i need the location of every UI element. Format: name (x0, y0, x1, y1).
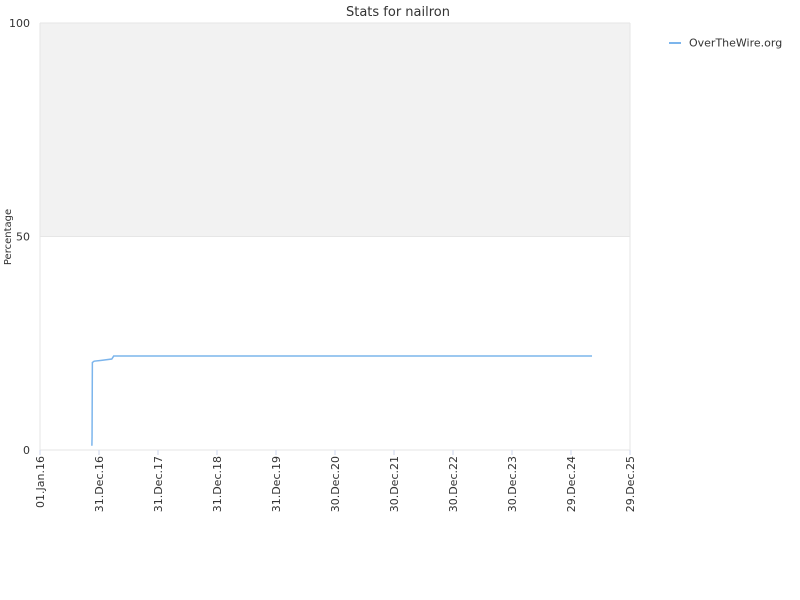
y-tick-label: 0 (23, 444, 30, 457)
x-tick-label: 31.Dec.19 (270, 456, 283, 512)
legend-label: OverTheWire.org (689, 37, 782, 50)
x-tick-label: 30.Dec.23 (506, 456, 519, 512)
series-line (91, 355, 593, 446)
y-tick-label: 50 (16, 231, 30, 244)
x-tick-label: 29.Dec.25 (624, 456, 637, 512)
plot-band (40, 23, 630, 237)
x-tick-label: 30.Dec.20 (329, 456, 342, 512)
x-tick-label: 29.Dec.24 (565, 456, 578, 512)
y-tick-label: 100 (9, 17, 30, 30)
x-tick-label: 30.Dec.22 (447, 456, 460, 512)
y-axis-label: Percentage (3, 209, 14, 265)
x-tick-label: 30.Dec.21 (388, 456, 401, 512)
x-tick-label: 01.Jan.16 (34, 456, 47, 508)
chart-title: Stats for nailron (346, 5, 450, 20)
x-tick-label: 31.Dec.16 (93, 456, 106, 512)
x-tick-label: 31.Dec.17 (152, 456, 165, 512)
x-tick-label: 31.Dec.18 (211, 456, 224, 512)
